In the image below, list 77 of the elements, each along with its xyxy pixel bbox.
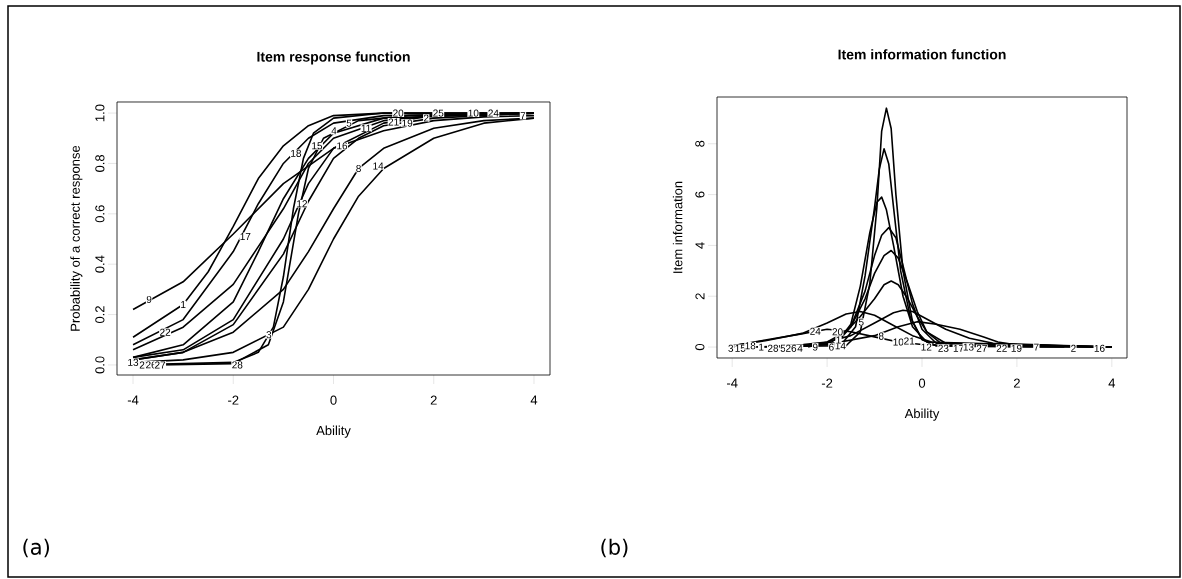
annotation: 17	[240, 233, 251, 240]
y-tick-label: 2	[695, 293, 705, 300]
annotation: 8	[878, 332, 884, 340]
annotation: 21	[904, 337, 915, 345]
annotation: 2	[1071, 344, 1076, 352]
annotation: 4	[331, 127, 337, 135]
annotation: 28	[232, 361, 243, 369]
y-axis-title: Item information	[672, 181, 683, 273]
y-tick-label: 4	[695, 242, 705, 249]
y-tick-label: 0.0	[95, 356, 105, 374]
x-tick-label: 4	[1108, 378, 1116, 388]
annotation: 27	[155, 361, 166, 369]
annotation: 16	[337, 142, 348, 150]
x-tick-label: 2	[430, 395, 437, 405]
annotation: 6	[829, 343, 834, 351]
y-tick-label: 0.4	[95, 255, 105, 273]
x-tick-label: -4	[127, 395, 139, 405]
annotation: 7	[1034, 343, 1039, 351]
annotation: 5	[858, 318, 864, 326]
annotation: 4	[797, 344, 803, 352]
annotation: 27	[976, 344, 987, 352]
x-tick-label: -2	[228, 395, 239, 405]
text: (a)	[23, 538, 49, 558]
annotation: 3	[266, 331, 272, 339]
y-tick-label: 8	[695, 140, 705, 147]
annotation: 15	[735, 344, 746, 352]
text: (b)	[601, 538, 628, 558]
annotation: 2	[423, 114, 429, 122]
annotation: 14	[373, 162, 384, 170]
x-tick-label: -4	[726, 378, 738, 388]
x-axis-title: Ability	[316, 425, 351, 438]
x-axis-title: Ability	[904, 408, 940, 421]
x-tick-label: 0	[330, 395, 337, 405]
annotation: 9	[812, 343, 818, 351]
annotation: 9	[146, 295, 152, 303]
chart-title: Item response function	[257, 51, 410, 65]
annotation: 20	[393, 109, 404, 117]
x-tick-label: 2	[1013, 378, 1020, 388]
annotation: 25	[433, 109, 444, 117]
annotation: 1	[759, 343, 764, 351]
annotation: 13	[128, 358, 139, 366]
x-tick-label: 0	[918, 378, 926, 388]
annotation: 11	[361, 124, 371, 132]
y-tick-label: 6	[695, 191, 705, 198]
annotation: 21	[388, 118, 399, 126]
y-tick-label: 0.8	[95, 154, 105, 172]
annotation: 18	[291, 149, 302, 157]
annotation: 5	[346, 119, 352, 127]
y-tick-label: 0.6	[95, 205, 105, 223]
annotation: 1	[181, 301, 186, 308]
annotation: 28	[767, 344, 779, 352]
annotation: 22	[160, 328, 171, 336]
annotation: 2	[139, 361, 145, 369]
annotation: 24	[488, 109, 499, 117]
annotation: 19	[402, 119, 413, 127]
y-tick-label: 1.0	[95, 104, 105, 122]
annotation: 23	[938, 344, 949, 352]
annotation: 3	[728, 344, 734, 352]
annotation: 22	[996, 344, 1007, 352]
annotation: 26	[785, 344, 797, 352]
annotation: 24	[810, 327, 821, 335]
annotation: 20	[832, 328, 843, 336]
annotation: 19	[1011, 344, 1022, 352]
chart-title: Item information function	[838, 49, 1006, 60]
annotation: 15	[312, 142, 323, 150]
annotation: 16	[1094, 344, 1105, 352]
y-tick-label: 0.2	[95, 306, 105, 324]
annotation: 5	[780, 344, 786, 352]
y-axis-title: Probability of a correct response	[70, 145, 83, 331]
annotation: 12	[297, 200, 307, 208]
annotation: 10	[468, 109, 479, 117]
annotation: 8	[356, 164, 361, 173]
annotation: 7	[520, 112, 526, 120]
y-tick-label: 0	[695, 343, 705, 351]
x-tick-label: 4	[530, 395, 538, 405]
annotation: 12	[921, 343, 932, 351]
x-tick-label: -2	[821, 378, 833, 388]
